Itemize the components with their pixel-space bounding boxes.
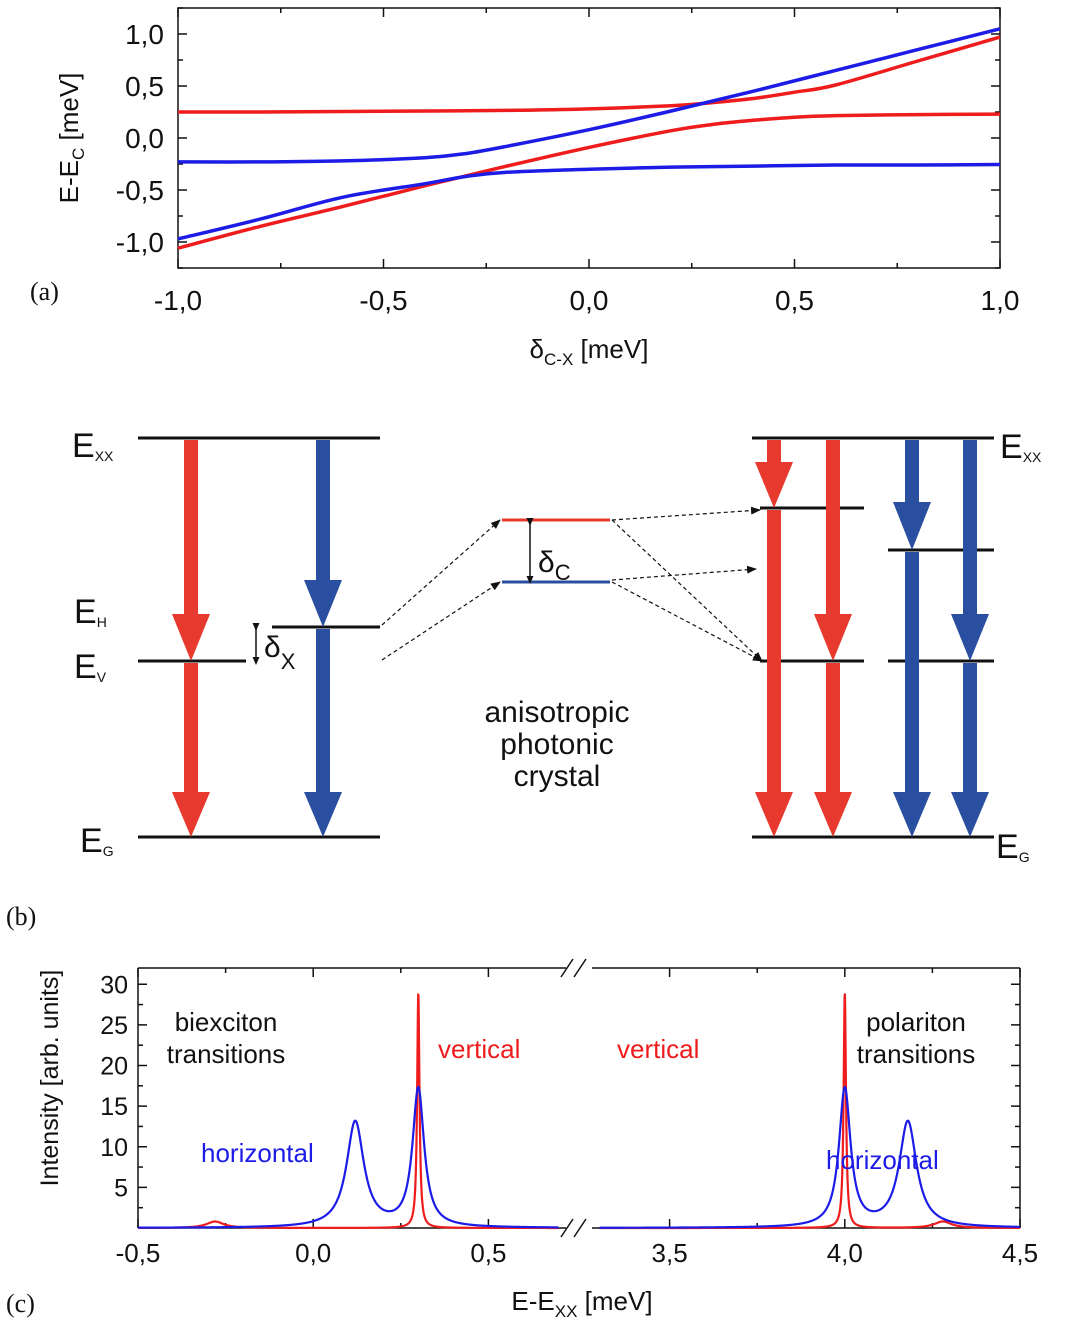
delta-x-label: δX xyxy=(264,631,296,674)
y-tick-label: 15 xyxy=(100,1093,128,1121)
x-tick-label: 0,0 xyxy=(295,1238,331,1268)
x-tick-label: 3,5 xyxy=(652,1238,688,1268)
plot-c-y-axis-label: Intensity [arb. units] xyxy=(36,970,64,1187)
arrow-right-red-2b xyxy=(814,663,852,837)
label-eg-right: EG xyxy=(996,828,1030,866)
arrow-xx-v-red xyxy=(172,440,210,661)
plot-c-x-tick-labels: -0,5 0,0 0,5 3,5 4,0 4,5 xyxy=(116,1238,1038,1268)
y-tick-label: 0,0 xyxy=(125,123,164,154)
series-line-blue-3 xyxy=(177,27,1001,164)
plot-c-ticks xyxy=(137,968,1021,1229)
panel-label-c: (c) xyxy=(6,1289,35,1318)
x-tick-label: 0,0 xyxy=(570,285,609,316)
spectrum-blue-right xyxy=(599,1085,1021,1229)
axis-break-mark xyxy=(560,1218,574,1238)
y-tick-label: 0,5 xyxy=(125,71,164,102)
plot-a-x-axis-label: δC-X [meV] xyxy=(530,334,649,369)
crystal-caption-3: crystal xyxy=(514,760,601,793)
series-line-red-0 xyxy=(177,35,1001,114)
panel-label-a: (a) xyxy=(30,277,59,306)
arrow-right-blue-1b xyxy=(893,552,931,837)
crystal-caption-2: photonic xyxy=(500,728,613,761)
arrow-right-blue-2a xyxy=(951,440,989,661)
label-exx-right: EXX xyxy=(1000,428,1042,466)
arrow-right-red-2a xyxy=(814,440,852,661)
arrow-v-g-red xyxy=(172,663,210,837)
y-tick-label: 1,0 xyxy=(125,19,164,50)
delta-c-label: δC xyxy=(538,546,571,585)
plot-a-y-axis-label: E-EC [meV] xyxy=(54,73,88,204)
series-line-red-1 xyxy=(177,112,1001,250)
panel-c-chart: 5 10 15 20 25 30 -0,5 0,0 0,5 3,5 4,0 4,5 Intensit… xyxy=(6,958,1038,1321)
x-tick-label: 1,0 xyxy=(981,285,1020,316)
plot-a-series xyxy=(177,27,1001,250)
coupling-dashed-lines xyxy=(381,506,763,662)
label-eh: EH xyxy=(74,593,107,631)
arrow-right-red-1a xyxy=(755,440,793,508)
plot-c-frame xyxy=(137,958,1021,1238)
plot-a-ticks xyxy=(177,7,1001,269)
arrow-right-red-1b xyxy=(755,510,793,837)
spectrum-red-left xyxy=(137,993,559,1230)
plot-c-x-axis-label: E-EXX [meV] xyxy=(511,1286,652,1321)
arrow-xx-h-blue xyxy=(304,440,342,627)
spectrum-blue-left xyxy=(138,1085,559,1229)
y-tick-label: 10 xyxy=(100,1134,128,1162)
plot-a-x-tick-labels: -1,0 -0,5 0,0 0,5 1,0 xyxy=(154,285,1020,316)
annotation-polariton: polariton xyxy=(866,1007,966,1037)
series-line-blue-2 xyxy=(177,162,1001,241)
x-tick-label: 0,5 xyxy=(470,1238,506,1268)
arrow-h-g-blue xyxy=(304,629,342,837)
label-ev: EV xyxy=(74,648,107,686)
x-tick-label: -0,5 xyxy=(359,285,407,316)
axis-break-mark xyxy=(573,1218,587,1238)
annotation-polariton-transitions: transitions xyxy=(857,1039,976,1069)
panel-label-b: (b) xyxy=(6,902,36,931)
panel-b-diagram: EXX EH EV EG δX δC xyxy=(6,427,1042,931)
annotation-vertical-left: vertical xyxy=(438,1034,520,1064)
axis-break-mark xyxy=(560,958,574,978)
plot-a-frame xyxy=(177,7,1001,269)
arrow-right-blue-2b xyxy=(951,663,989,837)
panel-a-chart: -1,0 -0,5 0,0 0,5 1,0 -1,0 -0,5 0,0 0,5 1,0 E-EC… xyxy=(30,7,1020,369)
x-tick-label: 4,5 xyxy=(1002,1238,1038,1268)
y-tick-label: -0,5 xyxy=(116,175,164,206)
y-tick-label: 20 xyxy=(100,1053,128,1081)
y-tick-label: 5 xyxy=(114,1174,128,1202)
plot-a-y-tick-labels: -1,0 -0,5 0,0 0,5 1,0 xyxy=(116,19,164,258)
plot-c-series xyxy=(137,993,1021,1230)
annotation-biexciton-transitions: transitions xyxy=(167,1039,286,1069)
y-tick-label: 30 xyxy=(100,971,128,999)
y-tick-label: 25 xyxy=(100,1012,128,1040)
plot-c-y-tick-labels: 5 10 15 20 25 30 xyxy=(100,971,128,1202)
annotation-horizontal-left: horizontal xyxy=(201,1138,314,1168)
annotation-horizontal-right: horizontal xyxy=(826,1145,939,1175)
arrow-right-blue-1a xyxy=(893,440,931,550)
x-tick-label: -1,0 xyxy=(154,285,202,316)
x-tick-label: -0,5 xyxy=(116,1238,161,1268)
y-tick-label: -1,0 xyxy=(116,227,164,258)
x-tick-label: 4,0 xyxy=(827,1238,863,1268)
x-tick-label: 0,5 xyxy=(775,285,814,316)
crystal-caption-1: anisotropic xyxy=(484,696,629,729)
label-eg-left: EG xyxy=(80,822,114,860)
annotation-vertical-right: vertical xyxy=(617,1034,699,1064)
axis-break-mark xyxy=(573,958,587,978)
label-exx-left: EXX xyxy=(72,427,114,465)
annotation-biexciton: biexciton xyxy=(175,1007,278,1037)
